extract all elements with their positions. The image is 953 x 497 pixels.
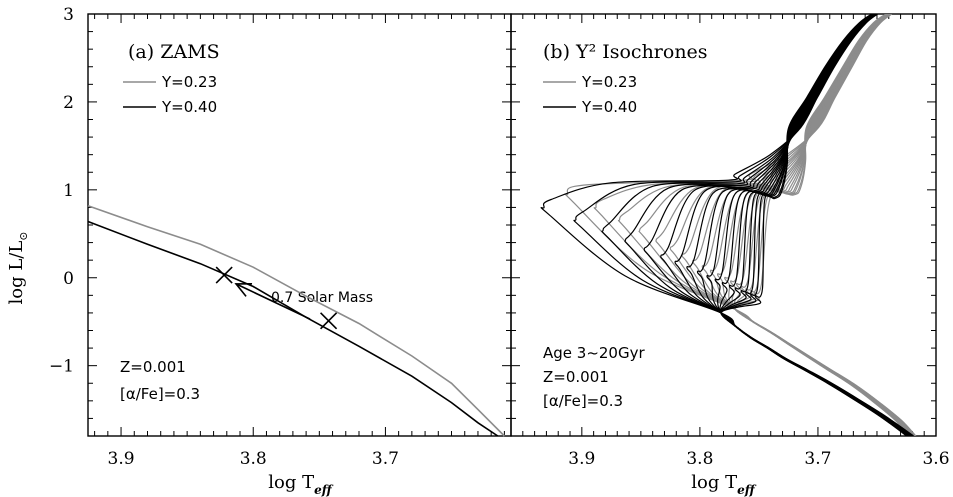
zams-line-gray (87, 204, 505, 437)
isochrone-black-18gyr (720, 14, 908, 436)
x-tick-label-b: 3.9 (568, 449, 595, 469)
panel-b-note-alpha: [α/Fe]=0.3 (543, 392, 623, 410)
panel-a-note-alpha: [α/Fe]=0.3 (120, 385, 200, 403)
x-tick-label-a: 3.8 (240, 449, 267, 469)
isochrone-gray-6gyr (638, 14, 916, 436)
legend-label-b: Y=0.23 (581, 73, 637, 91)
panel-b-note-z: Z=0.001 (543, 368, 609, 386)
panel-a-note-z: Z=0.001 (120, 358, 186, 376)
x-tick-label-a: 3.7 (372, 449, 399, 469)
isochrone-black-11gyr (696, 14, 911, 436)
mass-marker-0 (215, 266, 233, 284)
x-axis-label-b: log Teff (691, 472, 756, 497)
x-tick-label-a: 3.9 (108, 449, 135, 469)
isochrone-black-9gyr (674, 14, 912, 436)
x-axis-label-a: log Teff (268, 472, 333, 497)
arrow-label: 0.7 Solar Mass (271, 290, 373, 306)
panel-b-title: (b) Y² Isochrones (543, 41, 708, 63)
mass-marker-1 (320, 312, 338, 330)
x-tick-label-b: 3.8 (686, 449, 713, 469)
legend-label-b: Y=0.40 (581, 98, 637, 116)
isochrone-black-16gyr (720, 14, 909, 436)
isochrone-gray-7gyr (655, 14, 915, 436)
isochrone-black-5gyr (601, 14, 914, 436)
y-tick-label: 0 (63, 269, 74, 289)
isochrone-gray-5gyr (617, 14, 916, 436)
y-tick-label: −1 (49, 357, 74, 377)
mass-arrow-shaft (235, 283, 311, 320)
isochrone-gray-8gyr (669, 14, 915, 436)
x-tick-label-b: 3.7 (804, 449, 831, 469)
legend-label-a: Y=0.23 (161, 73, 217, 91)
y-axis-label: log L/L⊙ (6, 231, 30, 304)
isochrone-black-20gyr (720, 14, 907, 436)
isochrone-black-17gyr (720, 14, 909, 436)
y-tick-label: 1 (63, 181, 74, 201)
isochrone-black-8gyr (660, 14, 912, 436)
x-tick-label-b: 3.6 (922, 449, 949, 469)
panel-a-title: (a) ZAMS (128, 41, 220, 63)
y-tick-label: 2 (63, 93, 74, 113)
chart-dynamic-layer: 3.9 3.8 3.7 −1 0 1 2 3 Y=0.23 Y=0.40 3.9 3.8 3.7 3.6 Y… (49, 5, 950, 469)
legend-label-a: Y=0.40 (161, 98, 217, 116)
isochrone-gray-13gyr (716, 14, 913, 436)
isochrone-black-15gyr (720, 14, 909, 436)
isochrone-black-14gyr (719, 14, 910, 436)
y-tick-label: 3 (63, 5, 74, 25)
panel-b-note-age: Age 3~20Gyr (543, 344, 645, 362)
zams-line-black (87, 220, 499, 437)
isochrone-group (540, 14, 917, 436)
mass-arrow-head (234, 283, 253, 297)
